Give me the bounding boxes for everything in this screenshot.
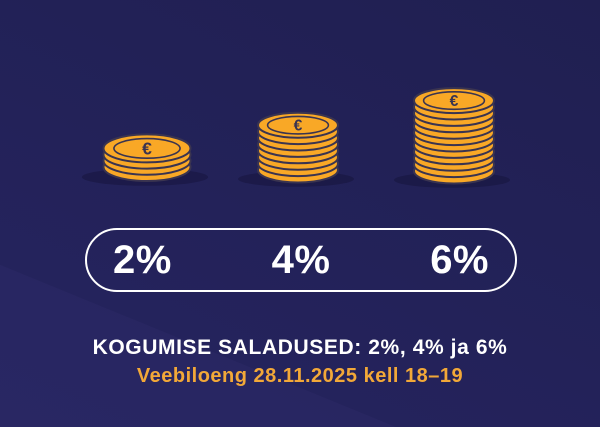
coin-stacks-graphic: € € €: [81, 87, 510, 188]
percentage-pill: 2% 4% 6%: [85, 228, 517, 292]
event-title: KOGUMISE SALADUSED: 2%, 4% ja 6%: [92, 336, 508, 359]
percentage-label-6: 6%: [430, 238, 489, 282]
event-subtitle: Veebiloeng 28.11.2025 kell 18–19: [136, 365, 464, 387]
euro-symbol: €: [450, 93, 459, 110]
euro-symbol: €: [294, 118, 303, 135]
euro-symbol: €: [142, 138, 152, 158]
coin-stack-stack-4-percent: €: [238, 111, 354, 187]
percentage-label-4: 4%: [271, 238, 331, 282]
coin-stack-stack-2-percent: €: [81, 133, 209, 186]
coin-stack-stack-6-percent: €: [394, 87, 510, 188]
percentage-label-2: 2%: [113, 238, 172, 282]
